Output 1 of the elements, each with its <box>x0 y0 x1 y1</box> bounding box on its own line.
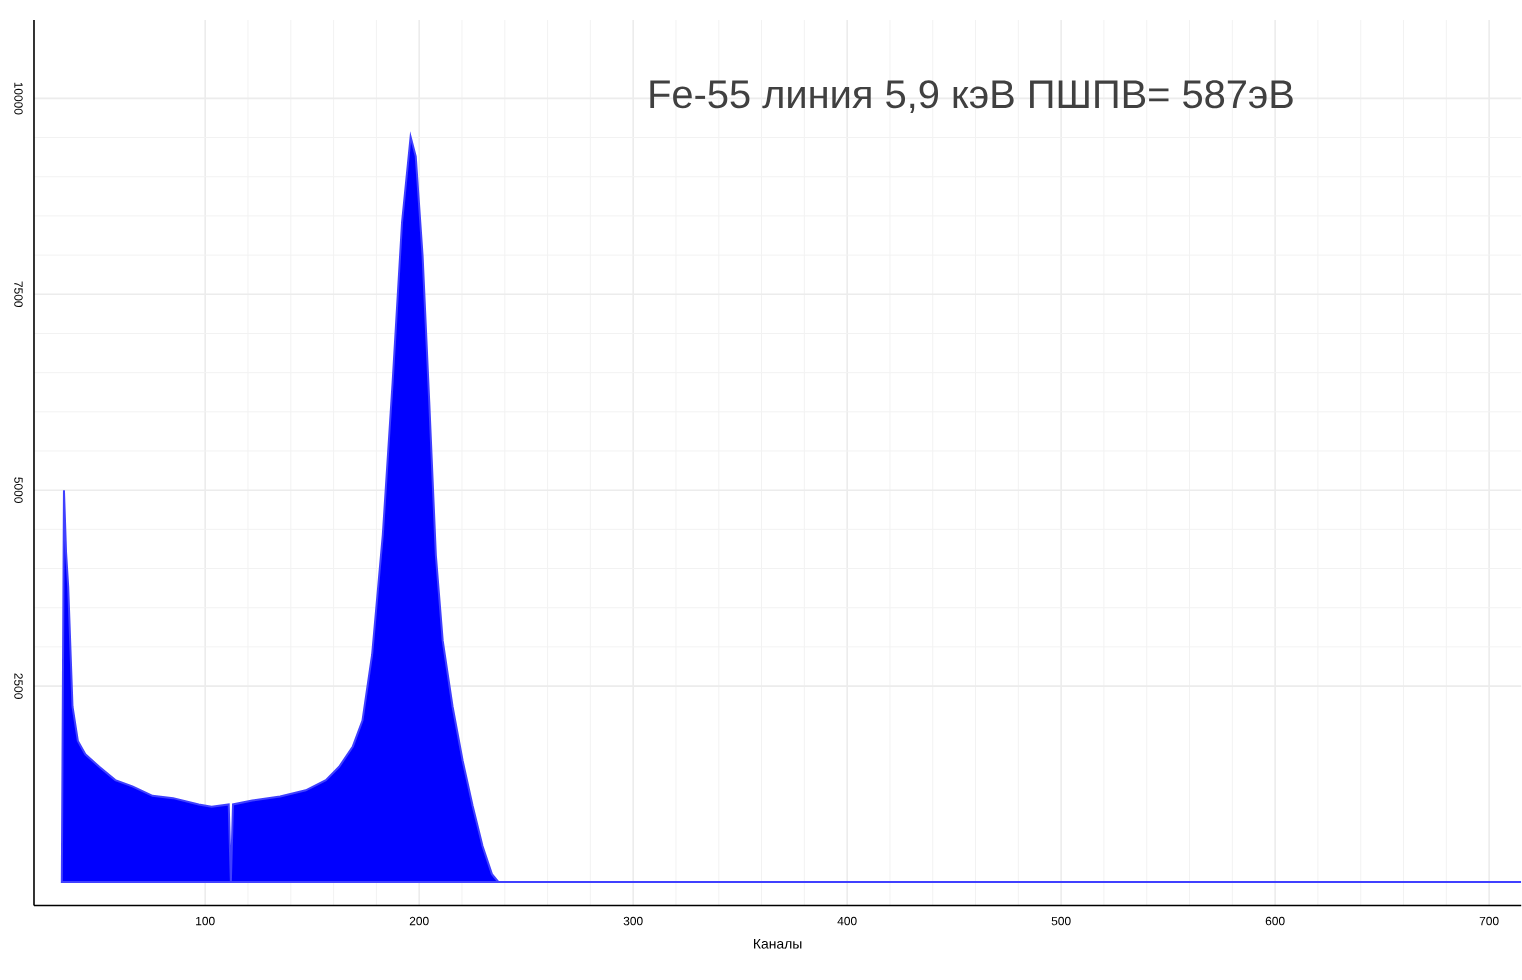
text: Fe-55 линия 5,9 кэВ ПШПВ= 587эВ <box>650 80 1293 114</box>
